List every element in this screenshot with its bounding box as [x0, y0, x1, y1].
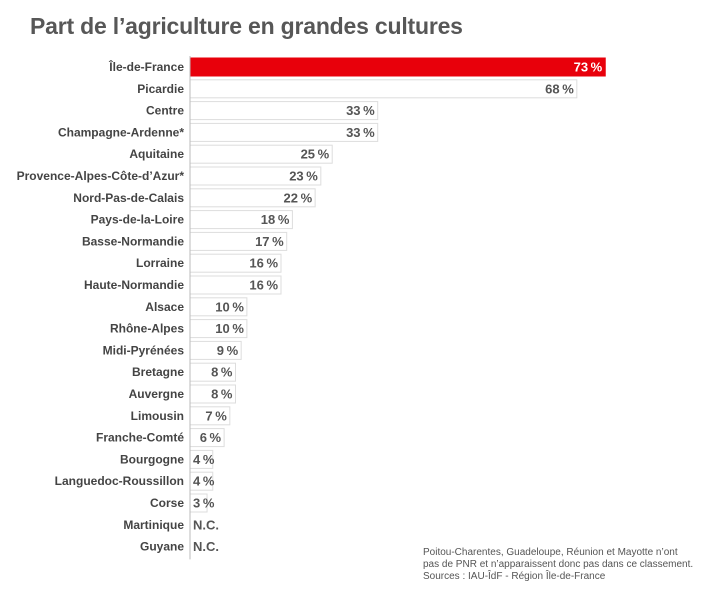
category-label-haute-normandie: Haute-Normandie — [84, 278, 184, 292]
category-label-bourgogne: Bourgogne — [120, 452, 184, 466]
category-label-ile-de-france: Île-de-France — [108, 59, 184, 74]
category-label-corse: Corse — [150, 496, 184, 510]
bars-group: Île-de-France 73 % Picardie 68 % Centre 33 % C… — [17, 57, 606, 554]
value-label-picardie: 68 % — [545, 81, 574, 96]
value-label-guyane: N.C. — [193, 539, 219, 554]
value-label-aquitaine: 25 % — [301, 147, 330, 162]
footnote-line-2: pas de PNR et n’apparaissent donc pas da… — [423, 559, 694, 570]
value-label-franche-comte: 6 % — [200, 430, 222, 445]
category-label-auvergne: Auvergne — [129, 387, 185, 401]
value-label-nord-pas-de-calais: 22 % — [284, 190, 313, 205]
category-label-nord-pas-de-calais: Nord-Pas-de-Calais — [73, 191, 184, 205]
category-label-picardie: Picardie — [137, 82, 184, 96]
value-label-centre: 33 % — [346, 103, 375, 118]
category-label-franche-comte: Franche-Comté — [96, 431, 184, 445]
category-label-guyane: Guyane — [140, 540, 184, 554]
value-label-alsace: 10 % — [215, 299, 244, 314]
category-label-midi-pyrenees: Midi-Pyrénées — [103, 343, 185, 357]
value-label-haute-normandie: 16 % — [249, 278, 278, 293]
footnote: Poitou-Charentes, Guadeloupe, Réunion et… — [423, 547, 693, 583]
value-label-auvergne: 8 % — [211, 387, 233, 402]
bar-ile-de-france — [189, 57, 606, 77]
category-label-champagne-ardenne: Champagne-Ardenne* — [58, 125, 184, 139]
value-label-pays-de-la-loire: 18 % — [261, 212, 290, 227]
category-label-basse-normandie: Basse-Normandie — [82, 234, 184, 248]
category-label-lorraine: Lorraine — [136, 256, 184, 270]
bar-picardie — [189, 79, 578, 99]
category-label-aquitaine: Aquitaine — [129, 147, 184, 161]
source-line: Sources : IAU-ÎdF - Région Île-de-France — [423, 571, 606, 582]
value-label-midi-pyrenees: 9 % — [217, 343, 239, 358]
category-label-centre: Centre — [146, 104, 184, 118]
value-label-bourgogne: 4 % — [193, 452, 215, 467]
value-label-languedoc-roussillon: 4 % — [193, 474, 215, 489]
footnote-line-1: Poitou-Charentes, Guadeloupe, Réunion et… — [423, 547, 678, 558]
value-label-basse-normandie: 17 % — [255, 234, 284, 249]
category-label-martinique: Martinique — [123, 518, 184, 532]
value-label-rhone-alpes: 10 % — [215, 321, 244, 336]
value-label-martinique: N.C. — [193, 517, 219, 532]
category-label-alsace: Alsace — [145, 300, 184, 314]
category-label-provence-alpes-cote-d-azur: Provence-Alpes-Côte-d’Azur* — [17, 169, 185, 183]
category-label-languedoc-roussillon: Languedoc-Roussillon — [55, 474, 184, 488]
category-label-rhone-alpes: Rhône-Alpes — [110, 322, 184, 336]
chart-title: Part de l’agriculture en grandes culture… — [30, 13, 463, 39]
value-label-corse: 3 % — [193, 496, 215, 511]
category-label-pays-de-la-loire: Pays-de-la-Loire — [91, 213, 185, 227]
value-label-ile-de-france: 73 % — [574, 60, 603, 75]
category-label-bretagne: Bretagne — [132, 365, 184, 379]
category-label-limousin: Limousin — [131, 409, 184, 423]
value-label-bretagne: 8 % — [211, 365, 233, 380]
value-label-limousin: 7 % — [205, 408, 227, 423]
value-label-champagne-ardenne: 33 % — [346, 125, 375, 140]
value-label-lorraine: 16 % — [249, 256, 278, 271]
value-label-provence-alpes-cote-d-azur: 23 % — [289, 169, 318, 184]
